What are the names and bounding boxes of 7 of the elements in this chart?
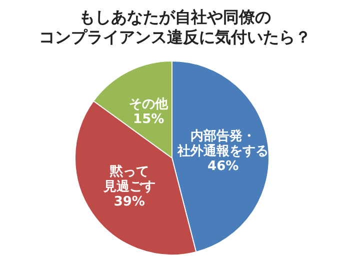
data-label: 39% [114, 194, 145, 210]
slice-label: 内部告発・社外通報をする [176, 128, 269, 160]
data-label: 15% [133, 112, 164, 128]
slice-label: 黙って見過ごす [102, 164, 156, 194]
slice-label: その他 [129, 97, 170, 112]
chart-title: もしあなたが自社や同僚のコンプライアンス違反に気付いたら？ [39, 8, 311, 46]
data-label: 46% [208, 159, 239, 174]
